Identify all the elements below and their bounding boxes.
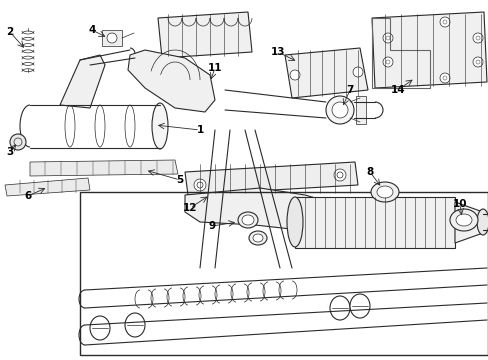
Text: 2: 2 <box>6 27 14 37</box>
Ellipse shape <box>242 215 253 225</box>
Circle shape <box>331 102 347 118</box>
Circle shape <box>197 182 203 188</box>
Text: 12: 12 <box>183 203 197 213</box>
Circle shape <box>289 70 299 80</box>
Text: 1: 1 <box>196 125 203 135</box>
Text: 8: 8 <box>366 167 373 177</box>
Ellipse shape <box>376 186 392 198</box>
Ellipse shape <box>455 214 471 226</box>
Ellipse shape <box>252 234 263 242</box>
Ellipse shape <box>349 294 369 318</box>
Circle shape <box>382 57 392 67</box>
Polygon shape <box>371 12 486 88</box>
Circle shape <box>385 60 389 64</box>
Ellipse shape <box>370 182 398 202</box>
Ellipse shape <box>238 212 258 228</box>
Bar <box>355 96 365 124</box>
Text: 14: 14 <box>390 85 405 95</box>
Circle shape <box>194 179 205 191</box>
Text: 6: 6 <box>24 191 32 201</box>
Circle shape <box>14 138 22 146</box>
Text: 11: 11 <box>207 63 222 73</box>
Text: 5: 5 <box>176 175 183 185</box>
Polygon shape <box>158 12 251 58</box>
Circle shape <box>325 96 353 124</box>
Polygon shape <box>184 162 357 195</box>
Polygon shape <box>128 50 215 112</box>
Circle shape <box>439 73 449 83</box>
Circle shape <box>336 172 342 178</box>
Polygon shape <box>285 48 367 98</box>
Circle shape <box>472 33 482 43</box>
Polygon shape <box>454 202 482 243</box>
Bar <box>294 197 454 248</box>
Circle shape <box>472 57 482 67</box>
Circle shape <box>333 169 346 181</box>
Text: 13: 13 <box>270 47 285 57</box>
Ellipse shape <box>125 313 145 337</box>
Bar <box>80 192 487 355</box>
Polygon shape <box>30 160 178 176</box>
Ellipse shape <box>152 103 168 149</box>
Circle shape <box>442 20 446 24</box>
Polygon shape <box>184 188 339 230</box>
Circle shape <box>382 33 392 43</box>
Text: 9: 9 <box>208 221 215 231</box>
Ellipse shape <box>449 209 477 231</box>
Circle shape <box>107 33 117 43</box>
Circle shape <box>352 67 362 77</box>
Ellipse shape <box>329 296 349 320</box>
Text: 4: 4 <box>88 25 96 35</box>
Ellipse shape <box>248 231 266 245</box>
Circle shape <box>10 134 26 150</box>
Circle shape <box>385 36 389 40</box>
Text: 7: 7 <box>346 85 353 95</box>
Circle shape <box>475 36 479 40</box>
Ellipse shape <box>286 197 303 247</box>
Circle shape <box>475 60 479 64</box>
Polygon shape <box>102 30 122 46</box>
Text: 3: 3 <box>6 147 14 157</box>
Ellipse shape <box>476 209 488 235</box>
Polygon shape <box>60 55 105 108</box>
Polygon shape <box>5 178 90 196</box>
Ellipse shape <box>90 316 110 340</box>
Circle shape <box>442 76 446 80</box>
Text: 10: 10 <box>452 199 467 209</box>
Circle shape <box>439 17 449 27</box>
